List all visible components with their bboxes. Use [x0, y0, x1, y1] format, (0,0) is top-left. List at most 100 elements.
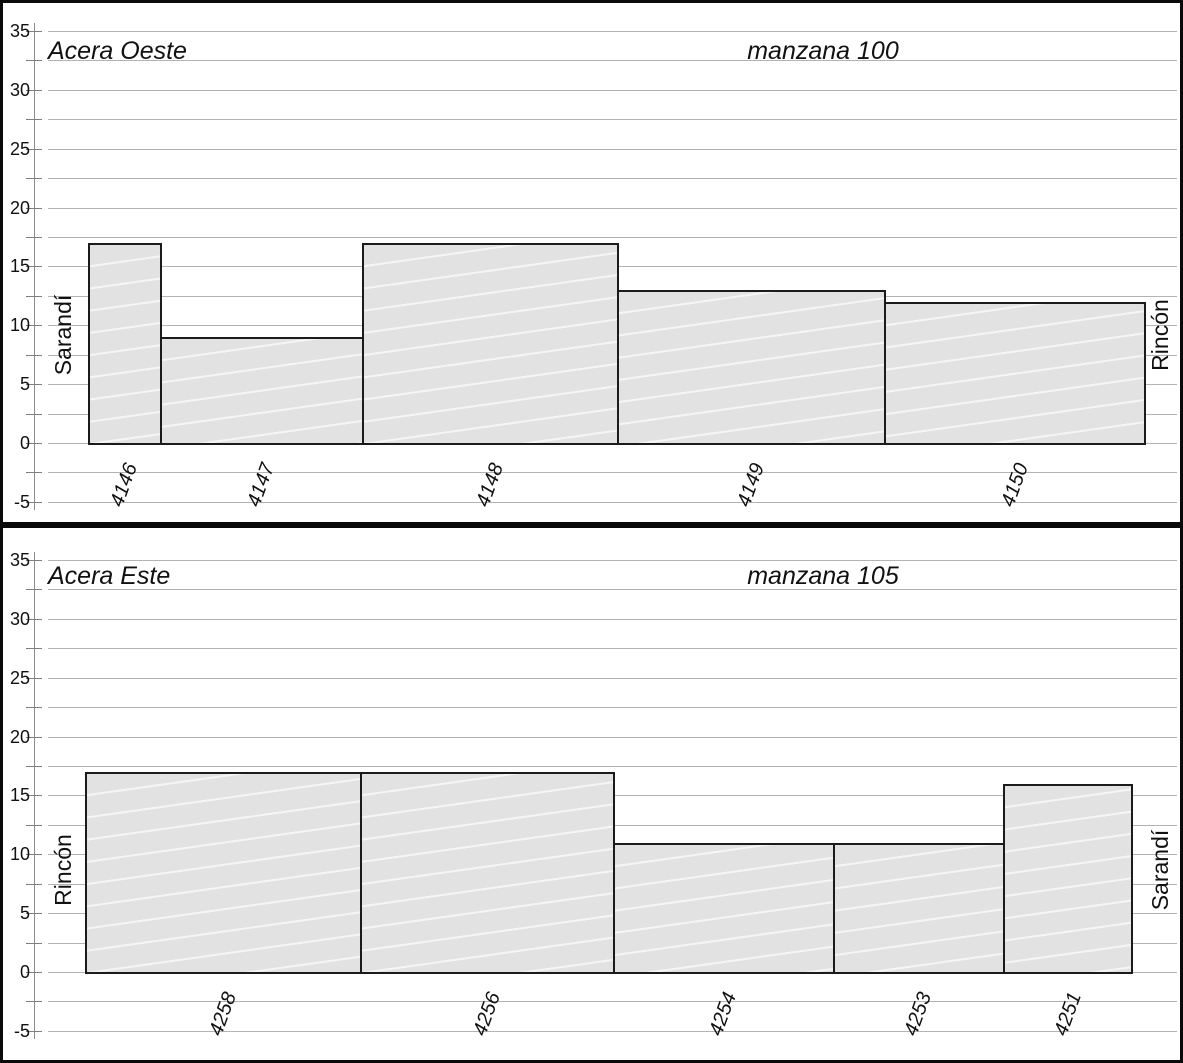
bar-4258: [85, 771, 362, 974]
y-axis-tick: [26, 237, 42, 238]
y-axis-tick: [26, 589, 42, 591]
y-axis-tick: [26, 795, 42, 797]
gridline: [48, 618, 1177, 620]
street-label-right: Rincón: [1147, 299, 1173, 371]
y-axis-tick: [26, 1001, 42, 1003]
x-tick-label: 4149: [732, 460, 769, 510]
y-axis-tick: [26, 913, 42, 915]
gridline: [48, 560, 1177, 561]
gridline: [48, 60, 1177, 62]
x-tick-label: 4254: [705, 989, 741, 1039]
y-axis-tick: [26, 413, 42, 415]
y-axis-label: 5: [19, 374, 30, 395]
y-axis-tick: [26, 707, 42, 709]
gridline: [48, 677, 1177, 679]
y-axis-label: -5: [13, 1020, 30, 1041]
gridline: [48, 148, 1177, 150]
y-axis-tick: [26, 207, 42, 209]
chart-title: Acera Oeste: [48, 37, 187, 65]
y-axis-label: 35: [9, 21, 30, 41]
gridline: [48, 178, 1177, 180]
y-axis-tick: [26, 119, 42, 121]
x-tick-label: 4253: [900, 989, 936, 1039]
bar-4253: [833, 842, 1005, 974]
gridline: [48, 31, 1177, 32]
y-axis-label: 10: [9, 844, 30, 865]
block-label: manzana 105: [747, 562, 899, 590]
gridline: [48, 766, 1177, 767]
x-tick-label: 4146: [106, 460, 142, 510]
x-tick-label: 4256: [468, 989, 505, 1039]
street-label-right: Sarandí: [1147, 829, 1173, 911]
y-axis-tick: [26, 384, 42, 386]
bar-4146: [88, 242, 162, 445]
bar-4147: [160, 337, 364, 445]
street-label-left: Rincón: [50, 834, 76, 906]
y-axis-tick: [26, 178, 42, 180]
gridline: [48, 119, 1177, 121]
y-axis-tick: [26, 1030, 42, 1032]
gridline: [48, 648, 1177, 650]
y-axis-label: 20: [9, 197, 30, 218]
chart-panel-acera-este: Acera Este manzana 105 Rincón Sarandí -5…: [0, 525, 1183, 1063]
bar-4256: [360, 771, 615, 974]
y-axis-tick: [26, 677, 42, 679]
y-axis-tick: [26, 560, 42, 561]
x-tick-label: 4258: [204, 989, 241, 1039]
y-axis-tick: [26, 766, 42, 767]
gridline: [48, 736, 1177, 738]
y-axis-tick: [26, 883, 42, 885]
y-axis-tick: [26, 824, 42, 826]
bar-4150: [884, 301, 1146, 445]
block-label: manzana 100: [747, 37, 899, 65]
x-tick-label: 4251: [1050, 989, 1086, 1039]
y-axis-tick: [26, 972, 42, 973]
y-axis-label: 0: [19, 962, 30, 982]
y-axis-tick: [26, 60, 42, 62]
gridline: [48, 472, 1177, 474]
gridline: [48, 89, 1177, 91]
y-axis-tick: [26, 736, 42, 738]
y-axis-tick: [26, 148, 42, 150]
gridline: [48, 501, 1177, 503]
chart-title: Acera Este: [48, 562, 171, 590]
x-tick-label: 4147: [243, 460, 279, 510]
y-axis-tick: [26, 354, 42, 356]
x-tick-label: 4150: [997, 460, 1033, 510]
y-axis-tick: [26, 89, 42, 91]
y-axis-tick: [26, 266, 42, 268]
gridline: [48, 707, 1177, 709]
gridline: [48, 1030, 1177, 1032]
gridline: [48, 1001, 1177, 1003]
y-axis-tick: [26, 942, 42, 944]
y-axis-label: 35: [9, 550, 30, 570]
gridline: [48, 589, 1177, 591]
y-axis-label: 20: [9, 726, 30, 747]
bar-4148: [362, 242, 619, 445]
y-axis-tick: [26, 648, 42, 650]
y-axis-label: 30: [9, 79, 30, 100]
x-tick-label: 4148: [471, 460, 508, 510]
y-axis-label: 25: [9, 667, 30, 688]
y-axis-label: 15: [9, 785, 30, 806]
y-axis-tick: [26, 854, 42, 856]
chart-panel-acera-oeste: Acera Oeste manzana 100 Sarandí Rincón -…: [0, 0, 1183, 525]
y-axis-tick: [26, 325, 42, 327]
y-axis-label: 10: [9, 315, 30, 336]
y-axis-label: 30: [9, 608, 30, 629]
y-axis-tick: [26, 443, 42, 444]
y-axis-tick: [26, 472, 42, 474]
street-label-left: Sarandí: [50, 294, 76, 376]
y-axis-tick: [26, 618, 42, 620]
bar-4149: [617, 290, 886, 445]
y-axis-label: 5: [19, 903, 30, 924]
y-axis-label: 25: [9, 138, 30, 159]
gridline: [48, 207, 1177, 209]
y-axis-tick: [26, 295, 42, 297]
y-axis-tick: [26, 501, 42, 503]
y-axis-tick: [26, 31, 42, 32]
bar-4251: [1003, 783, 1133, 974]
y-axis-label: 15: [9, 256, 30, 277]
gridline: [48, 237, 1177, 238]
y-axis-label: -5: [13, 491, 30, 512]
